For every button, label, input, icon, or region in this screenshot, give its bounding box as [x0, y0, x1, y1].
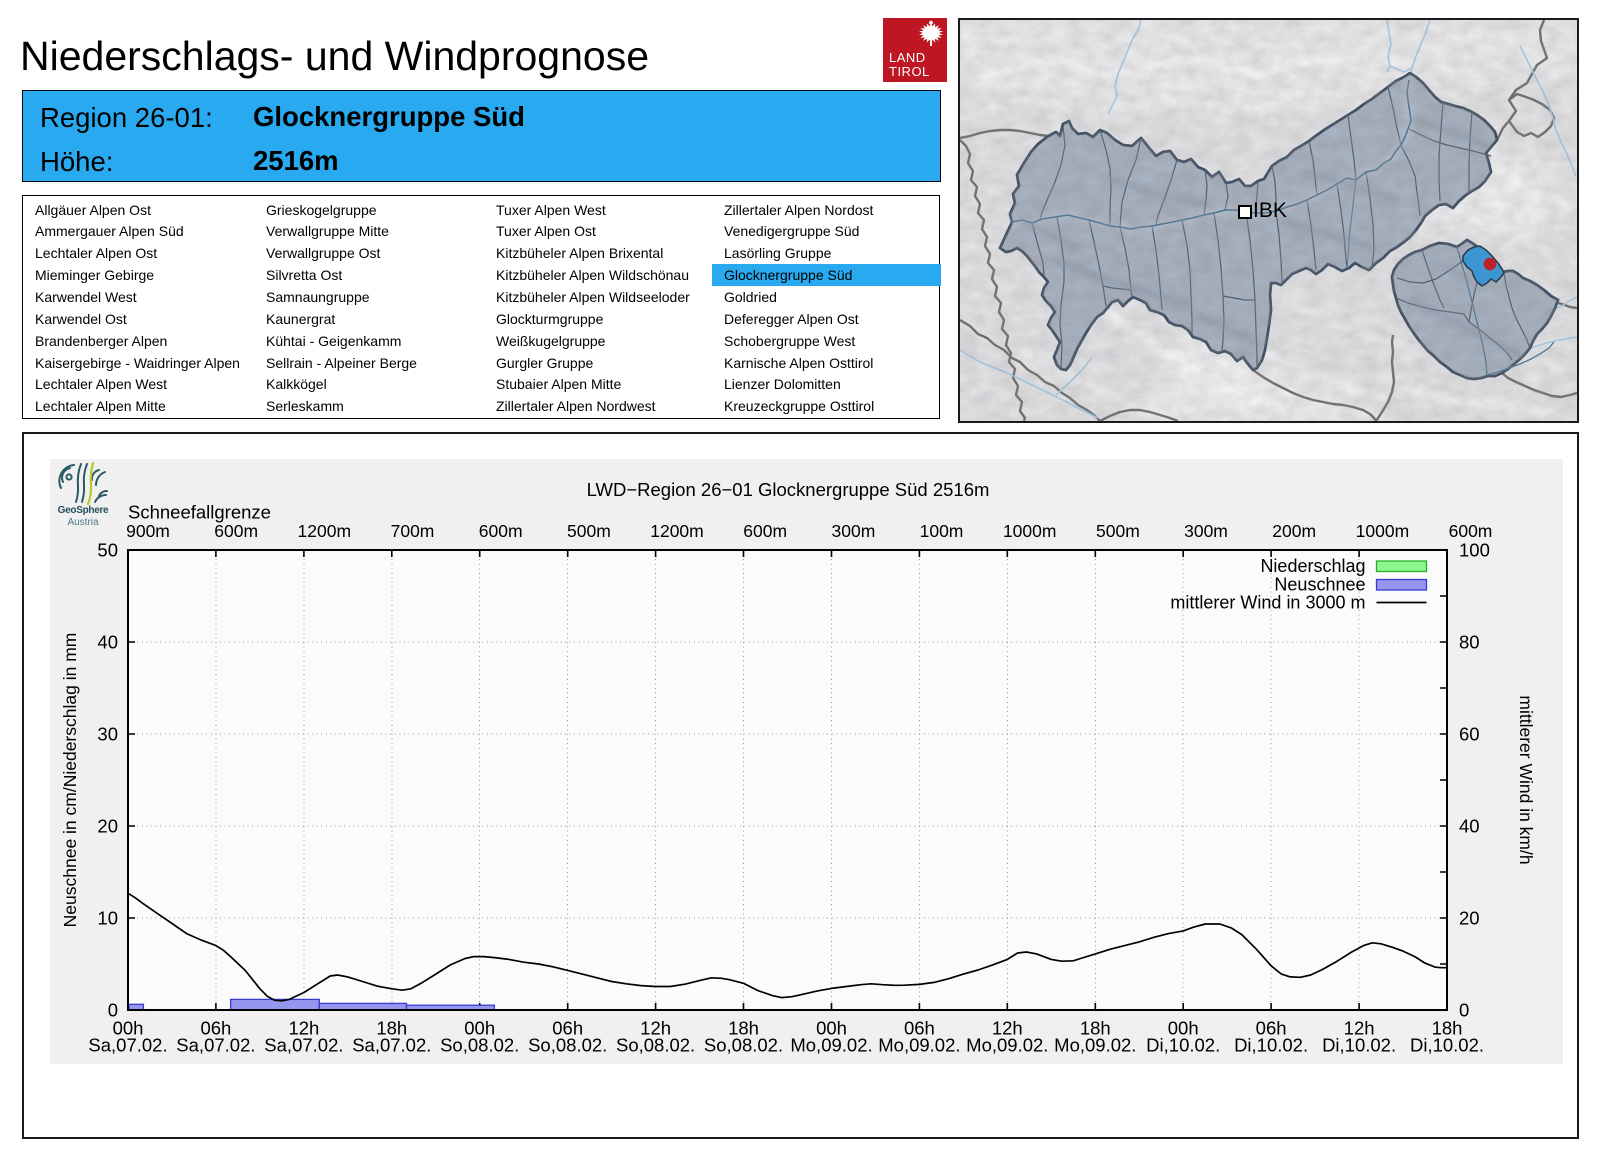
- svg-text:700m: 700m: [391, 521, 435, 541]
- svg-text:Mo,09.02.: Mo,09.02.: [966, 1035, 1048, 1056]
- svg-text:18h: 18h: [728, 1018, 759, 1039]
- svg-text:06h: 06h: [904, 1018, 935, 1039]
- svg-text:Mo,09.02.: Mo,09.02.: [790, 1035, 872, 1056]
- svg-text:40: 40: [97, 632, 118, 653]
- svg-text:Sa,07.02.: Sa,07.02.: [176, 1035, 255, 1056]
- svg-text:10: 10: [97, 908, 118, 929]
- svg-text:Sa,07.02.: Sa,07.02.: [264, 1035, 343, 1056]
- svg-text:100: 100: [1459, 540, 1490, 561]
- svg-text:Di,10.02.: Di,10.02.: [1234, 1035, 1308, 1056]
- svg-text:80: 80: [1459, 632, 1480, 653]
- svg-text:00h: 00h: [464, 1018, 495, 1039]
- svg-text:18h: 18h: [1080, 1018, 1111, 1039]
- svg-text:100m: 100m: [920, 521, 964, 541]
- svg-text:Neuschnee in cm/Niederschlag i: Neuschnee in cm/Niederschlag in mm: [60, 633, 80, 928]
- svg-text:1000m: 1000m: [1003, 521, 1057, 541]
- svg-text:Mo,09.02.: Mo,09.02.: [1054, 1035, 1136, 1056]
- svg-text:So,08.02.: So,08.02.: [528, 1035, 607, 1056]
- svg-text:mittlerer Wind in km/h: mittlerer Wind in km/h: [1516, 695, 1536, 864]
- svg-text:300m: 300m: [832, 521, 876, 541]
- svg-text:18h: 18h: [376, 1018, 407, 1039]
- svg-text:Di,10.02.: Di,10.02.: [1322, 1035, 1396, 1056]
- svg-text:GeoSphere: GeoSphere: [58, 505, 109, 516]
- svg-text:Mo,09.02.: Mo,09.02.: [878, 1035, 960, 1056]
- svg-text:1200m: 1200m: [650, 521, 704, 541]
- svg-text:Schneefallgrenze: Schneefallgrenze: [128, 502, 271, 523]
- svg-text:300m: 300m: [1184, 521, 1228, 541]
- svg-text:mittlerer Wind in 3000 m: mittlerer Wind in 3000 m: [1170, 593, 1365, 613]
- svg-text:12h: 12h: [288, 1018, 319, 1039]
- svg-text:LWD−Region 26−01 Glocknergrupp: LWD−Region 26−01 Glocknergruppe Süd 2516…: [587, 479, 990, 500]
- svg-text:600m: 600m: [743, 521, 787, 541]
- svg-text:06h: 06h: [552, 1018, 583, 1039]
- svg-text:30: 30: [97, 724, 118, 745]
- svg-text:500m: 500m: [567, 521, 611, 541]
- svg-text:So,08.02.: So,08.02.: [704, 1035, 783, 1056]
- svg-text:1000m: 1000m: [1356, 521, 1410, 541]
- svg-text:00h: 00h: [1168, 1018, 1199, 1039]
- svg-text:00h: 00h: [816, 1018, 847, 1039]
- svg-text:20: 20: [97, 816, 118, 837]
- svg-text:Austria: Austria: [67, 517, 99, 528]
- svg-text:12h: 12h: [1344, 1018, 1375, 1039]
- svg-text:Di,10.02.: Di,10.02.: [1410, 1035, 1484, 1056]
- svg-text:600m: 600m: [479, 521, 523, 541]
- svg-text:12h: 12h: [992, 1018, 1023, 1039]
- svg-text:40: 40: [1459, 816, 1480, 837]
- svg-text:So,08.02.: So,08.02.: [440, 1035, 519, 1056]
- svg-text:00h: 00h: [113, 1018, 144, 1039]
- svg-text:12h: 12h: [640, 1018, 671, 1039]
- svg-text:IBK: IBK: [1253, 199, 1287, 222]
- svg-text:600m: 600m: [1449, 521, 1493, 541]
- svg-text:500m: 500m: [1096, 521, 1140, 541]
- svg-text:20: 20: [1459, 908, 1480, 929]
- svg-text:06h: 06h: [1256, 1018, 1287, 1039]
- svg-text:Neuschnee: Neuschnee: [1274, 575, 1365, 595]
- svg-text:Sa,07.02.: Sa,07.02.: [352, 1035, 431, 1056]
- svg-text:So,08.02.: So,08.02.: [616, 1035, 695, 1056]
- svg-text:0: 0: [1459, 1000, 1469, 1021]
- svg-text:0: 0: [108, 1000, 118, 1021]
- svg-text:Di,10.02.: Di,10.02.: [1146, 1035, 1220, 1056]
- svg-text:600m: 600m: [214, 521, 258, 541]
- svg-text:900m: 900m: [126, 521, 170, 541]
- svg-text:06h: 06h: [200, 1018, 231, 1039]
- svg-text:18h: 18h: [1432, 1018, 1463, 1039]
- svg-text:50: 50: [97, 540, 118, 561]
- svg-text:60: 60: [1459, 724, 1480, 745]
- svg-text:Sa,07.02.: Sa,07.02.: [88, 1035, 167, 1056]
- svg-text:Niederschlag: Niederschlag: [1260, 556, 1365, 576]
- svg-text:1200m: 1200m: [298, 521, 352, 541]
- svg-text:200m: 200m: [1272, 521, 1316, 541]
